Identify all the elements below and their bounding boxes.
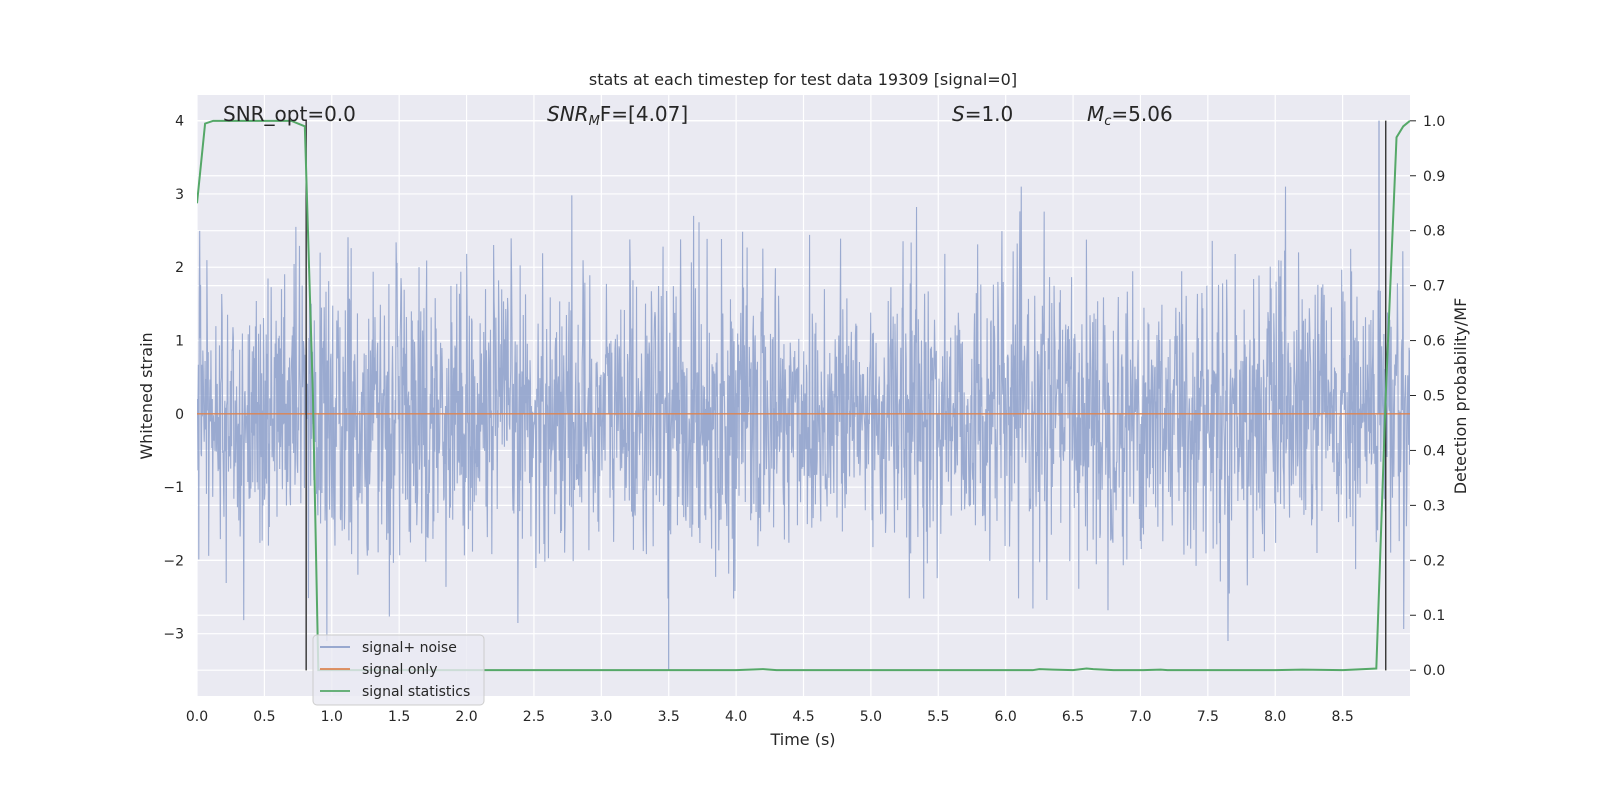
legend: signal+ noise signal only signal statist… [312, 634, 485, 706]
x-tick-label: 2.5 [523, 709, 545, 725]
x-tick-label: 3.5 [658, 709, 680, 725]
series-layer [197, 119, 1410, 672]
series-signal-statistics [197, 119, 1410, 672]
chart-title: stats at each timestep for test data 193… [589, 70, 1017, 89]
y2-tick-label: 0.6 [1423, 334, 1445, 350]
y2-tick-label: 0.1 [1423, 608, 1445, 624]
annotation-mc-value: =5.06 [1111, 102, 1172, 126]
y2-axis-label: Detection probability/MF [1451, 298, 1470, 495]
x-tick-label: 6.0 [995, 709, 1017, 725]
y-tick-label: −2 [163, 553, 184, 569]
x-tick-label: 5.5 [927, 709, 949, 725]
y2-tick-label: 1.0 [1423, 114, 1445, 130]
y2-tick-label: 0.3 [1423, 498, 1445, 514]
x-tick-label: 7.0 [1129, 709, 1151, 725]
y2-tick-label: 0.4 [1423, 443, 1445, 459]
y-tick-label: −3 [163, 627, 184, 643]
y2-tick-label: 0.5 [1423, 389, 1445, 405]
y-tick-label: 4 [175, 114, 184, 130]
y2-tick-label: 0.8 [1423, 224, 1445, 240]
annotation-mc-sub: c [1104, 114, 1111, 129]
x-tick-label: 5.0 [860, 709, 882, 725]
y-axis-label: Whitened strain [137, 332, 156, 459]
y-tick-label: 3 [175, 187, 184, 203]
legend-label-signal-only: signal only [362, 662, 437, 678]
annotation-s: S=1.0 [952, 102, 1013, 126]
y2-tick-label: 0.2 [1423, 553, 1445, 569]
x-tick-label: 8.0 [1264, 709, 1286, 725]
legend-label-signal-statistics: signal statistics [362, 684, 470, 700]
x-tick-label: 0.5 [253, 709, 275, 725]
y-tick-label: −1 [163, 480, 184, 496]
x-tick-label: 3.0 [590, 709, 612, 725]
y2-tick-label: 0.0 [1423, 663, 1445, 679]
x-tick-label: 2.0 [455, 709, 477, 725]
annotation-mc: Mc=5.06 [1087, 102, 1173, 129]
annotation-snr-mf-rest: F=[4.07] [600, 102, 688, 126]
x-tick-label: 1.0 [321, 709, 343, 725]
annotation-s-italic: S [952, 102, 965, 126]
y-tick-label: 2 [175, 260, 184, 276]
annotation-snr-mf-sub: M [589, 114, 600, 129]
annotation-mc-base: M [1087, 102, 1104, 126]
y2-tick-label: 0.7 [1423, 279, 1445, 295]
tick-labels: 0.0 0.5 1.0 1.5 2.0 2.5 3.0 3.5 4.0 4.5 5.0 5.5 6.0 6… [163, 114, 1445, 725]
x-tick-label: 8.5 [1331, 709, 1353, 725]
x-tick-label: 4.5 [792, 709, 814, 725]
y-tick-label: 0 [175, 407, 184, 423]
x-tick-label: 4.0 [725, 709, 747, 725]
legend-box [312, 634, 485, 706]
x-tick-label: 6.5 [1062, 709, 1084, 725]
x-tick-label: 0.0 [186, 709, 208, 725]
x-tick-label: 7.5 [1197, 709, 1219, 725]
annotation-snr-opt: SNR_opt=0.0 [223, 102, 356, 126]
series-signal-noise [197, 186, 1410, 642]
annotation-snr-mf: SNRMF=[4.07] [547, 102, 688, 129]
y2-tick-label: 0.9 [1423, 169, 1445, 185]
x-axis-label: Time (s) [769, 730, 835, 749]
x-tick-label: 1.5 [388, 709, 410, 725]
y-tick-label: 1 [175, 334, 184, 350]
legend-label-signal-noise: signal+ noise [362, 640, 457, 656]
annotation-s-value: =1.0 [965, 102, 1014, 126]
annotation-snr-mf-base: SNR [547, 102, 589, 126]
